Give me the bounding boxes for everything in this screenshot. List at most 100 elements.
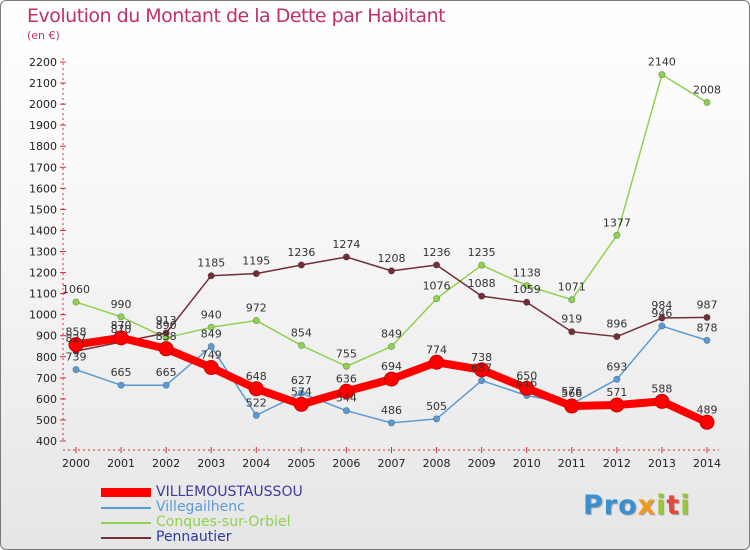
data-label: 1076 [423,280,451,293]
y-tick-label: 500 [36,414,57,427]
x-tick-label: 2004 [242,457,270,470]
x-tick-label: 2002 [152,457,180,470]
data-label: 522 [246,396,267,409]
data-label: 665 [111,366,132,379]
data-point [478,261,486,269]
data-label: 1236 [287,246,315,259]
x-tick-label: 2008 [423,457,451,470]
data-label: 687 [471,362,492,375]
data-label: 749 [201,349,222,362]
data-point [568,296,576,304]
data-point [252,317,260,325]
data-point [248,381,264,397]
data-point [613,375,621,383]
data-point [429,354,445,370]
data-point [564,398,580,414]
x-tick-label: 2011 [558,457,586,470]
data-label: 1059 [513,283,541,296]
data-point [207,272,215,280]
data-point [433,415,441,423]
data-point [297,389,305,397]
data-point [117,381,125,389]
y-tick-label: 1200 [29,267,57,280]
y-tick-label: 900 [36,330,57,343]
data-label: 693 [606,360,627,373]
x-tick-label: 2014 [693,457,721,470]
data-label: 571 [606,386,627,399]
data-label: 1060 [62,283,90,296]
data-point [342,362,350,370]
data-label: 489 [697,403,718,416]
data-label: 1235 [468,246,496,259]
data-label: 2008 [693,83,721,96]
data-point [162,381,170,389]
data-label: 486 [381,404,402,417]
data-point [478,377,486,385]
data-point [433,295,441,303]
legend-swatch [101,522,151,524]
legend-label: VILLEMOUSTAUSSOU [156,484,303,500]
legend-swatch [101,537,151,539]
data-point [68,337,84,353]
data-point [342,407,350,415]
x-tick-label: 2013 [648,457,676,470]
legend-swatch [101,488,151,497]
data-label: 890 [156,319,177,332]
data-label: 1195 [242,255,270,268]
data-point [703,336,711,344]
data-label: 913 [156,314,177,327]
data-point [338,383,354,399]
data-point [252,270,260,278]
data-label: 738 [471,351,492,364]
legend-label: Pennautier [156,529,232,545]
x-tick-label: 2010 [513,457,541,470]
y-tick-label: 1600 [29,182,57,195]
y-tick-label: 700 [36,372,57,385]
data-label: 919 [561,313,582,326]
legend-swatch [101,507,151,509]
legend-label: Villegailhenc [156,499,245,515]
data-point [297,341,305,349]
data-point [658,71,666,79]
data-point [207,323,215,331]
x-tick-label: 2012 [603,457,631,470]
data-point [433,261,441,269]
data-label: 648 [246,370,267,383]
y-tick-label: 1100 [29,288,57,301]
y-tick-label: 1000 [29,309,57,322]
data-point [72,298,80,306]
y-tick-label: 1300 [29,246,57,259]
data-point [72,366,80,374]
y-tick-label: 400 [36,435,57,448]
data-label: 838 [156,330,177,343]
data-label: 1236 [423,246,451,259]
data-label: 576 [561,385,582,398]
data-label: 854 [291,326,312,339]
data-label: 878 [697,321,718,334]
data-label: 774 [426,343,447,356]
data-label: 1208 [378,252,406,265]
data-label: 566 [561,387,582,400]
y-tick-label: 600 [36,393,57,406]
data-label: 627 [291,374,312,387]
data-point [387,342,395,350]
data-label: 739 [66,351,87,364]
data-label: 1185 [197,257,225,270]
data-label: 505 [426,400,447,413]
data-label: 984 [651,299,672,312]
data-label: 636 [336,372,357,385]
data-point [703,313,711,321]
data-point [613,231,621,239]
x-tick-label: 2007 [378,457,406,470]
data-label: 827 [66,332,87,345]
data-label: 616 [516,377,537,390]
data-point [207,342,215,350]
x-tick-label: 2005 [287,457,315,470]
data-label: 574 [291,385,312,398]
data-label: 588 [651,382,672,395]
y-tick-label: 1700 [29,161,57,174]
y-tick-label: 2000 [29,98,57,111]
data-point [252,411,260,419]
data-point [162,329,170,337]
